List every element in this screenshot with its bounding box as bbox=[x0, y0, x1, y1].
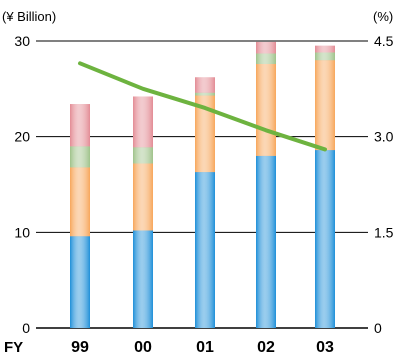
bar-segment-shine bbox=[195, 95, 215, 173]
bar-segment-shine bbox=[133, 147, 153, 164]
bar-segment-shine bbox=[256, 155, 276, 328]
left-axis-unit-label: (¥ Billion) bbox=[2, 9, 56, 24]
x-axis-label: FY bbox=[4, 339, 23, 353]
right-tick-label: 1.5 bbox=[374, 224, 394, 240]
left-tick-label: 20 bbox=[14, 129, 30, 145]
bar-segment-shine bbox=[195, 92, 215, 96]
bar-segment-shine bbox=[315, 60, 335, 151]
right-tick-label: 0 bbox=[374, 320, 382, 336]
bar-segment-shine bbox=[315, 150, 335, 328]
bar-segment-shine bbox=[256, 41, 276, 54]
bar-segment-shine bbox=[70, 146, 90, 168]
bars bbox=[70, 41, 335, 328]
right-axis-ticks: 0 1.5 3.0 4.5 bbox=[374, 33, 394, 336]
bar-segment-shine bbox=[133, 163, 153, 231]
left-tick-label: 10 bbox=[14, 224, 30, 240]
left-tick-label: 30 bbox=[14, 33, 30, 49]
bar-segment-shine bbox=[133, 96, 153, 148]
bar-segment-shine bbox=[315, 52, 335, 61]
ratio-line bbox=[78, 61, 327, 152]
left-tick-label: 0 bbox=[22, 320, 30, 336]
bar-segment-shine bbox=[195, 172, 215, 328]
bar-segment-shine bbox=[70, 236, 90, 328]
bar-segment-shine bbox=[133, 230, 153, 328]
x-tick-label: 00 bbox=[134, 339, 152, 353]
x-tick-label: 02 bbox=[257, 339, 275, 353]
bar-segment-shine bbox=[315, 45, 335, 53]
bar-segment-shine bbox=[70, 167, 90, 237]
left-axis-ticks: 0 10 20 30 bbox=[14, 33, 30, 336]
x-axis: 99 00 01 02 03 bbox=[71, 339, 334, 353]
x-tick-label: 03 bbox=[316, 339, 334, 353]
right-tick-label: 4.5 bbox=[374, 33, 394, 49]
x-tick-label: 99 bbox=[71, 339, 89, 353]
line-series bbox=[78, 61, 327, 152]
right-tick-label: 3.0 bbox=[374, 129, 394, 145]
bar-segment-shine bbox=[256, 63, 276, 156]
right-axis-unit-label: (%) bbox=[373, 9, 393, 24]
bar-segment-shine bbox=[256, 53, 276, 64]
bar-segment-shine bbox=[195, 77, 215, 93]
x-tick-label: 01 bbox=[196, 339, 214, 353]
bar-segment-shine bbox=[70, 104, 90, 147]
